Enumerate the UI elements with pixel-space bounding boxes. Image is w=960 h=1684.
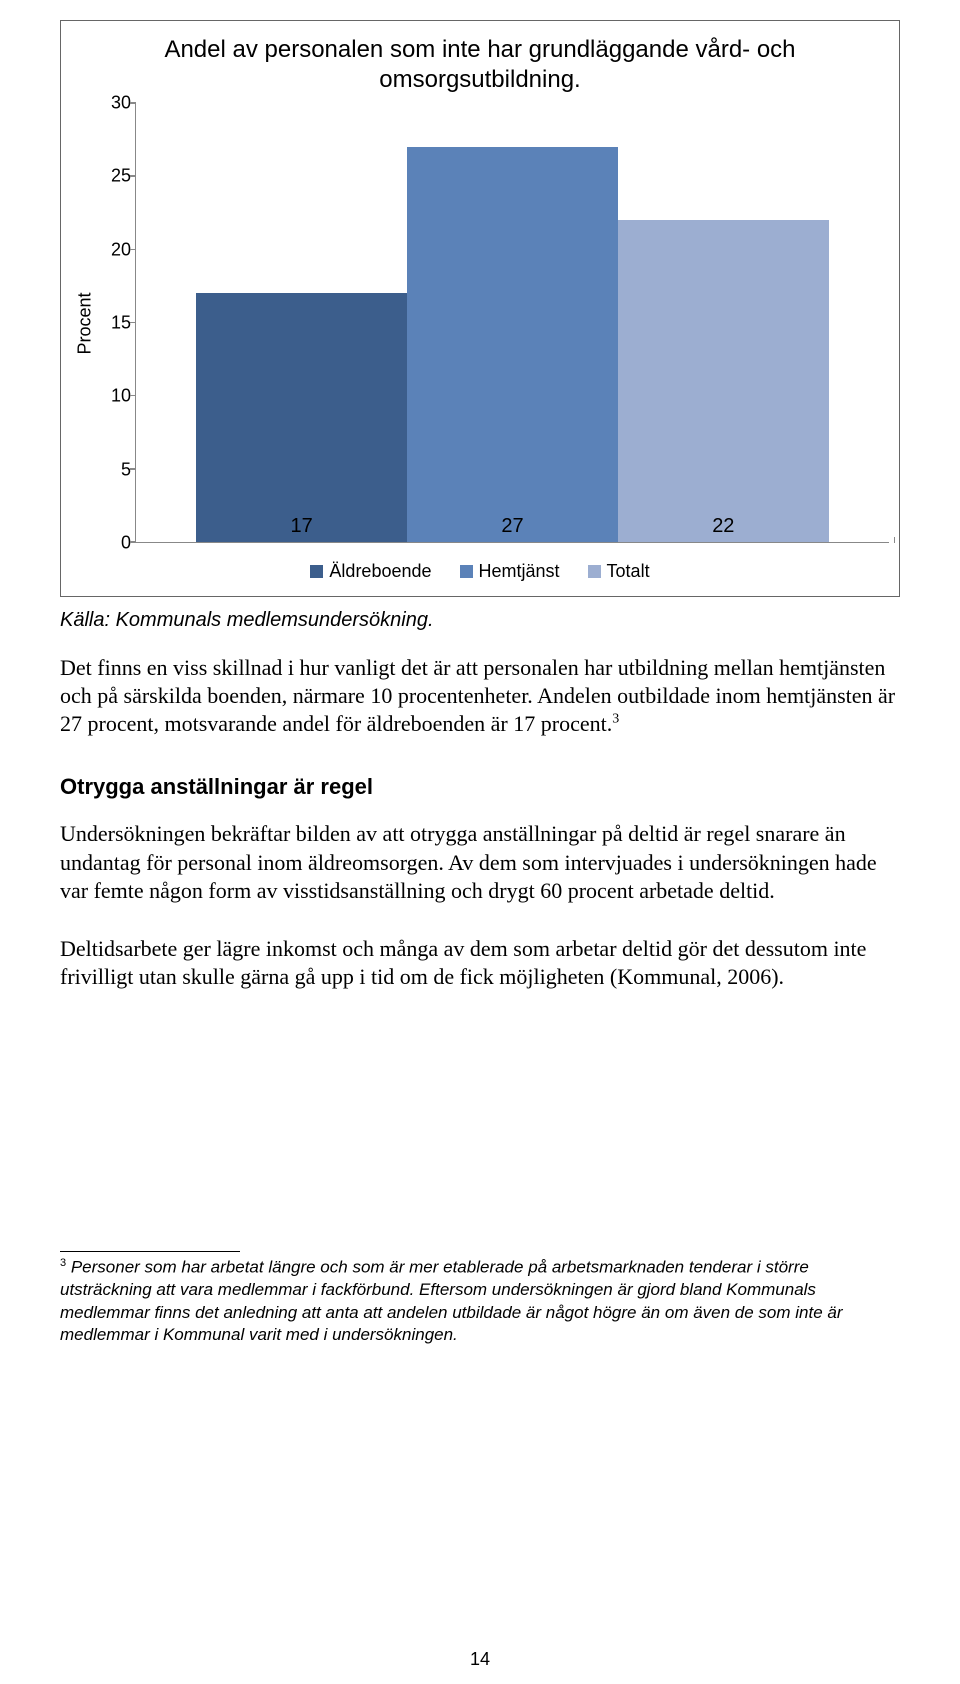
y-tick-label: 30 [111,93,131,114]
bar-value-label: 22 [618,515,829,538]
chart-plot-area: 172722 [135,103,889,543]
axis-end-tick [894,537,896,543]
y-tick-label: 0 [121,533,131,554]
legend-item: Äldreboende [310,561,431,582]
bar-value-label: 17 [196,515,407,538]
chart-bar: 17 [196,293,407,542]
bar-value-label: 27 [407,515,618,538]
paragraph-1-text: Det finns en viss skillnad i hur vanligt… [60,655,895,736]
y-tick-mark [130,322,136,324]
section-heading: Otrygga anställningar är regel [60,774,900,800]
y-axis-label: Procent [75,292,96,354]
page-number: 14 [0,1649,960,1670]
legend-swatch [310,565,323,578]
footnote-text: Personer som har arbetat längre och som … [60,1258,843,1344]
paragraph-2: Undersökningen bekräftar bilden av att o… [60,820,900,904]
legend-item: Hemtjänst [460,561,560,582]
y-tick-label: 5 [121,459,131,480]
y-tick-mark [130,395,136,397]
y-tick-label: 25 [111,166,131,187]
chart-body: Procent 051015202530 172722 [71,103,889,543]
y-tick-mark [130,468,136,470]
y-tick-mark [130,249,136,251]
legend-item: Totalt [588,561,650,582]
y-tick-label: 20 [111,239,131,260]
footnote: 3 Personer som har arbetat längre och so… [60,1256,900,1346]
chart-source: Källa: Kommunals medlemsundersökning. [60,609,900,632]
y-tick-label: 15 [111,313,131,334]
legend-label: Hemtjänst [479,561,560,582]
footnote-ref: 3 [612,712,619,727]
footnote-separator [60,1251,240,1252]
paragraph-3: Deltidsarbete ger lägre inkomst och mång… [60,935,900,991]
y-tick-mark [130,102,136,104]
chart-bar: 27 [407,147,618,542]
chart-title: Andel av personalen som inte har grundlä… [111,35,849,95]
y-tick-mark [130,175,136,177]
legend-swatch [588,565,601,578]
y-tick-mark [130,541,136,543]
legend-swatch [460,565,473,578]
chart-bar: 22 [618,220,829,542]
legend-label: Totalt [607,561,650,582]
chart-container: Andel av personalen som inte har grundlä… [60,20,900,597]
chart-legend: Äldreboende Hemtjänst Totalt [71,561,889,582]
legend-label: Äldreboende [329,561,431,582]
y-axis-label-wrap: Procent [71,103,99,543]
y-tick-label: 10 [111,386,131,407]
paragraph-1: Det finns en viss skillnad i hur vanligt… [60,654,900,738]
